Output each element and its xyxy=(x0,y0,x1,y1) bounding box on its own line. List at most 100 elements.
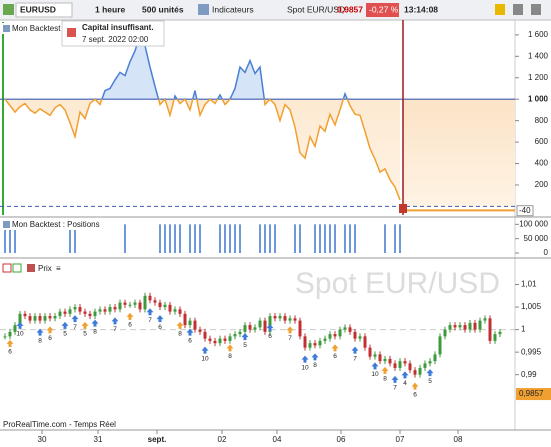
candle xyxy=(363,336,367,348)
icon[interactable] xyxy=(513,4,523,15)
buy-arrow xyxy=(351,346,359,354)
icon xyxy=(3,4,14,15)
candle xyxy=(163,304,167,308)
last-price-box xyxy=(516,388,551,401)
x-tick-label: 02 xyxy=(218,435,227,444)
signal-label: 8 xyxy=(228,353,232,360)
candle xyxy=(433,354,437,362)
candle xyxy=(168,304,172,312)
x-tick-label: 04 xyxy=(273,435,282,444)
units[interactable]: 500 unités xyxy=(142,4,184,14)
y-tick-label: 1 600 xyxy=(528,30,549,39)
candle xyxy=(308,343,312,348)
position-bar xyxy=(314,224,316,253)
candle xyxy=(368,347,372,357)
buy-arrow xyxy=(426,369,434,377)
buy-arrow xyxy=(381,366,389,374)
button[interactable] xyxy=(12,263,22,273)
buy-arrow xyxy=(36,328,44,336)
candle xyxy=(248,325,252,330)
candle xyxy=(113,307,117,310)
buy-arrow xyxy=(311,353,319,361)
position-bar xyxy=(399,224,401,253)
signal-label: 7 xyxy=(353,355,357,362)
popup-icon xyxy=(67,28,76,37)
symbol-box[interactable] xyxy=(15,2,73,18)
position-bar xyxy=(164,224,166,253)
area-above xyxy=(101,34,348,99)
buy-arrow xyxy=(46,326,54,334)
indicators[interactable]: Indicateurs xyxy=(212,4,254,14)
icon[interactable] xyxy=(495,4,505,15)
buy-arrow xyxy=(146,308,154,316)
timeframe[interactable]: 1 heure xyxy=(95,4,126,14)
candle xyxy=(498,331,502,335)
icon[interactable] xyxy=(531,4,541,15)
y-tick-label: 0,99 xyxy=(521,370,537,379)
position-bar xyxy=(354,224,356,253)
area-below xyxy=(5,99,400,200)
buy-arrow xyxy=(401,371,409,379)
signal-label: 10 xyxy=(301,364,309,371)
candle xyxy=(253,327,257,330)
candle xyxy=(388,358,392,364)
signal-label: 8 xyxy=(93,328,97,335)
candle xyxy=(358,336,362,339)
position-bar xyxy=(294,224,296,253)
candle xyxy=(173,309,177,312)
signal-label: 10 xyxy=(371,371,379,378)
popup xyxy=(61,20,165,47)
signal-label: 8 xyxy=(313,362,317,369)
symbol[interactable]: EURUSD xyxy=(20,4,56,14)
panel-label-bg xyxy=(2,23,54,34)
candle xyxy=(333,334,337,337)
candle xyxy=(458,325,462,328)
candle xyxy=(78,307,82,312)
candle xyxy=(18,313,22,326)
toolbar xyxy=(0,0,551,20)
buy-arrow xyxy=(286,326,294,334)
candle xyxy=(103,309,107,312)
candle xyxy=(198,329,202,332)
last-price: 0,9857 xyxy=(519,389,544,398)
signal-label: 5 xyxy=(63,331,67,338)
buy-arrow xyxy=(126,312,134,320)
last-value-box xyxy=(516,205,534,217)
change: -0,27 % xyxy=(369,4,399,14)
equity-line xyxy=(4,99,401,201)
time: 13:14:08 xyxy=(404,4,438,14)
position-bar xyxy=(334,224,336,253)
after-area xyxy=(403,99,515,207)
signal-label: 6 xyxy=(188,337,192,344)
buy-arrow xyxy=(186,328,194,336)
candle xyxy=(43,316,47,321)
y-tick-label: 1 400 xyxy=(528,51,549,60)
position-bar xyxy=(234,224,236,253)
y-tick-label: 0,995 xyxy=(521,347,542,356)
position-bar xyxy=(4,224,6,253)
position-bar xyxy=(124,224,126,253)
panel-label-bg xyxy=(2,219,98,230)
candle xyxy=(328,334,332,339)
x-tick-label: 07 xyxy=(396,435,405,444)
y-tick-label: 100 000 xyxy=(519,219,548,228)
button[interactable] xyxy=(2,263,12,273)
candle xyxy=(158,302,162,308)
position-bar xyxy=(259,224,261,253)
buy-arrow xyxy=(71,315,79,323)
position-bar xyxy=(269,224,271,253)
buy-arrow xyxy=(241,333,249,341)
candle xyxy=(23,313,27,317)
candle xyxy=(73,307,77,310)
signal-label: 8 xyxy=(38,337,42,344)
signal-label: 7 xyxy=(113,326,117,333)
candle xyxy=(153,300,157,303)
position-bar xyxy=(74,224,76,253)
popup-title: Capital insuffisant. xyxy=(82,23,154,32)
candle xyxy=(263,320,267,332)
candle xyxy=(3,336,7,338)
position-bar xyxy=(229,224,231,253)
x-tick-label: 30 xyxy=(38,435,47,444)
list-icon[interactable]: ≡ xyxy=(56,264,61,273)
y-tick-label: 1 200 xyxy=(528,73,549,82)
